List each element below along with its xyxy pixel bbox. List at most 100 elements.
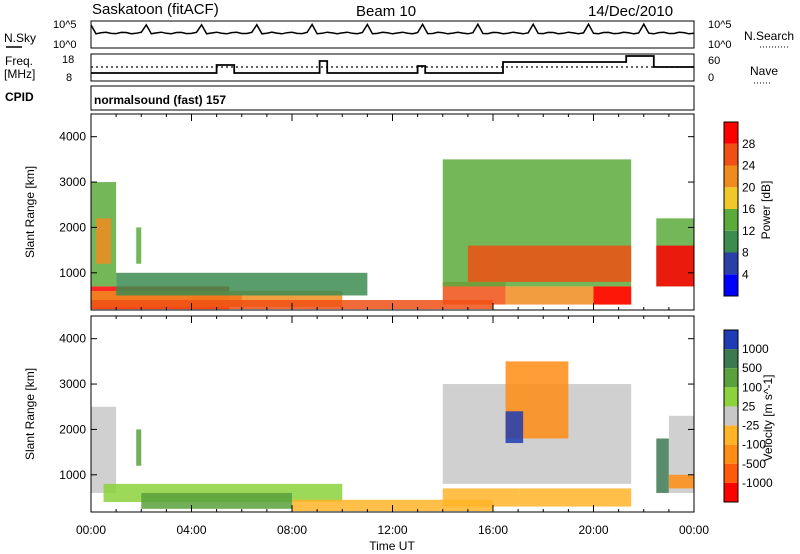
cpid-label: CPID [5,90,34,104]
noise-right-tick-top: 10^5 [708,19,732,31]
cpid-text: normalsound (fast) 157 [94,93,226,107]
colorbar-tick-label: 8 [742,246,749,260]
power-colorbar-swatches [724,122,738,296]
cpid-panel-frame [90,85,695,111]
velocity-heatmap [91,361,694,512]
noise-trace [90,22,695,35]
colorbar-tick-label: 16 [742,202,756,216]
velocity-region-1 [136,429,142,466]
noise-right-tick-bottom: 10^0 [708,39,732,51]
colorbar-tick-label: 28 [742,137,756,151]
power-x-ticks [90,114,695,310]
x-tick-label: 20:00 [578,523,608,537]
power-region-7 [136,227,142,264]
power-colorbar: 4 8 12 16 20 24 28 Power [dB] [723,121,773,297]
velocity-colorbar: 1000 500 100 25 -25 -100 -500 -1000 Velocity [m… [723,329,775,503]
colorbar-swatch [724,330,738,350]
velocity-colorbar-ticks: 1000 500 100 25 -25 -100 -500 -1000 [742,342,773,490]
velocity-region-12 [668,474,694,489]
colorbar-tick-label: 1000 [742,342,769,356]
site-title: Saskatoon (fitACF) [92,1,219,18]
colorbar-tick-label: 20 [742,180,756,194]
colorbar-tick-label: 4 [742,267,749,281]
freq-right-tick-top: 60 [708,55,720,67]
velocity-ylabel: Slant Range [km] [23,368,37,460]
colorbar-tick-label: 25 [742,399,756,413]
power-colorbar-ticks: 4 8 12 16 20 24 28 [742,137,756,282]
beam-title: Beam 10 [356,3,416,20]
colorbar-tick-label: -500 [742,457,766,471]
freq-left-tick-top: 18 [62,54,74,66]
power-y-ticks: 1000 2000 3000 4000 [59,130,694,280]
colorbar-swatch [724,463,738,483]
colorbar-swatch [724,444,738,464]
noise-left-tick-top: 10^5 [53,19,77,31]
velocity-colorbar-label: Velocity [m s^-1] [761,375,775,462]
velocity-ytick-label: 4000 [59,332,86,346]
x-tick-label: 04:00 [176,523,206,537]
velocity-y-ticks: 1000 2000 3000 4000 [59,332,694,482]
power-ytick-label: 3000 [59,175,86,189]
colorbar-swatch [724,406,738,426]
colorbar-swatch [724,122,738,144]
velocity-ytick-label: 1000 [59,468,86,482]
velocity-colorbar-swatches [724,330,738,502]
power-region-10 [467,245,632,282]
colorbar-swatch [724,143,738,166]
x-tick-label: 00:00 [679,523,709,537]
colorbar-tick-label: 12 [742,224,756,238]
colorbar-swatch [724,387,738,407]
x-tick-label: 12:00 [377,523,407,537]
freq-left-label-line2: [MHz] [4,67,35,81]
colorbar-swatch [724,349,738,369]
power-ylabel: Slant Range [km] [23,166,37,258]
colorbar-swatch [724,425,738,445]
power-region-14 [656,245,694,287]
power-region-8 [442,281,506,305]
power-colorbar-label: Power [dB] [759,181,773,240]
freq-left-tick-bottom: 8 [66,72,72,84]
noise-left-label: N.Sky [4,31,36,45]
velocity-region-0 [91,406,117,493]
colorbar-tick-label: 24 [742,159,756,173]
power-ytick-label: 2000 [59,220,86,234]
power-region-12 [593,286,632,305]
power-ytick-label: 1000 [59,266,86,280]
noise-left-tick-bottom: 10^0 [53,39,77,51]
velocity-region-8 [505,411,524,444]
colorbar-swatch [724,252,738,275]
x-tick-label: 00:00 [76,523,106,537]
freq-panel: Freq. [MHz] 18 8 60 0 Nave [4,53,778,84]
colorbar-tick-label: -1000 [742,476,773,490]
x-tick-label: 16:00 [478,523,508,537]
velocity-region-5 [442,488,519,507]
velocity-region-9 [518,488,632,507]
velocity-region-3 [141,492,292,509]
power-ytick-label: 4000 [59,130,86,144]
noise-panel: N.Sky 10^5 10^0 10^5 10^0 N.Search [4,19,794,51]
date-title: 14/Dec/2010 [588,3,673,20]
x-tick-labels: 00:00 04:00 08:00 12:00 16:00 20:00 00:00 [76,523,709,537]
velocity-region-10 [656,438,669,493]
power-panel: 1000 2000 3000 4000 Slant Range [km] [23,113,695,311]
colorbar-swatch [724,187,738,209]
velocity-x-ticks [90,316,695,512]
colorbar-swatch [724,274,738,296]
noise-right-label: N.Search [744,29,794,43]
colorbar-tick-label: -25 [742,419,760,433]
colorbar-tick-label: 500 [742,361,762,375]
power-colorbar-frame [723,121,739,297]
x-axis-label: Time UT [369,539,415,553]
colorbar-swatch [724,482,738,502]
colorbar-tick-label: 100 [742,380,762,394]
freq-right-tick-bottom: 0 [708,72,714,84]
colorbar-swatch [724,230,738,253]
colorbar-swatch [724,209,738,231]
power-heatmap [91,159,694,310]
power-region-6 [116,272,368,296]
freq-trace [91,55,694,74]
colorbar-swatch [724,368,738,388]
velocity-ytick-label: 3000 [59,377,86,391]
colorbar-tick-label: -100 [742,438,766,452]
